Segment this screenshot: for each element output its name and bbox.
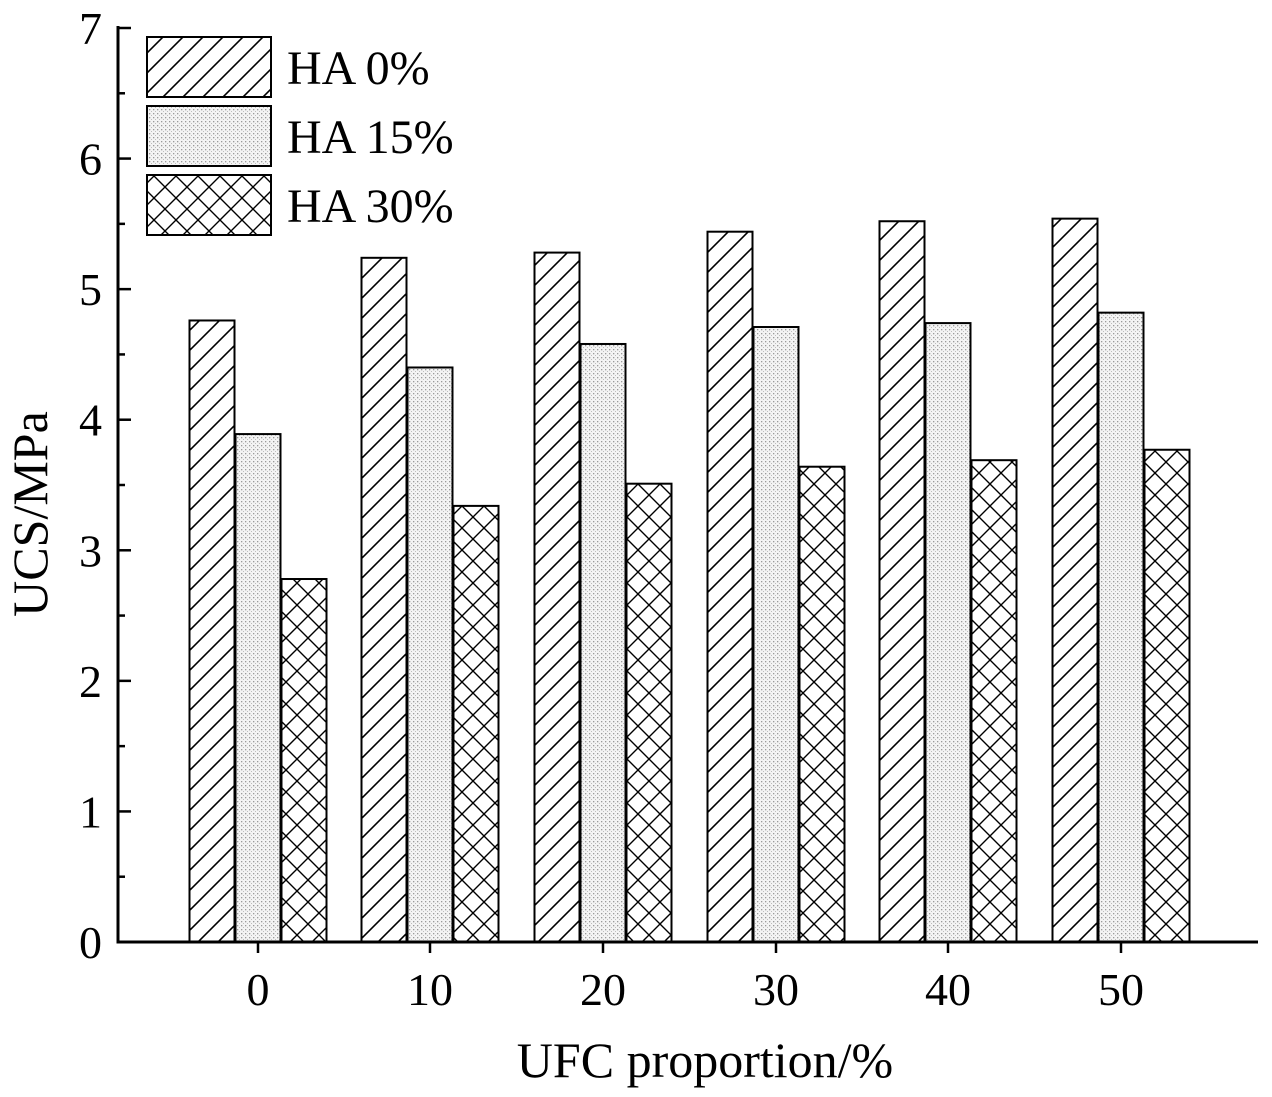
y-tick-label: 0	[79, 917, 102, 968]
y-tick-label: 2	[79, 656, 102, 707]
y-tick-label: 1	[79, 786, 102, 837]
legend-swatch-ha-15-	[146, 105, 272, 167]
legend-swatch-ha-30-	[146, 174, 272, 236]
bars-group	[188, 217, 1191, 944]
legend-label: HA 15%	[287, 111, 454, 164]
y-tick-label: 5	[79, 264, 102, 315]
x-tick-label: 50	[1098, 964, 1144, 1015]
x-tick-label: 40	[925, 964, 971, 1015]
bar-ha-15--30	[752, 326, 800, 944]
bar-ha-30--10	[452, 504, 500, 943]
bar-ha-0--50	[1051, 217, 1099, 944]
x-tick-label: 30	[753, 964, 799, 1015]
bar-ha-15--20	[579, 342, 627, 943]
bar-ha-0--0	[188, 319, 236, 944]
legend-label: HA 30%	[287, 180, 454, 233]
bar-ha-15--0	[234, 433, 282, 943]
bar-ha-0--10	[360, 256, 408, 943]
bar-ha-30--50	[1143, 448, 1191, 943]
y-axis-title: UCS/MPa	[2, 411, 58, 617]
legend: HA 0% HA 15% HA 30%	[146, 36, 454, 236]
y-tick-label: 3	[79, 525, 102, 576]
bar-ha-15--10	[406, 366, 454, 943]
x-tick-label: 20	[580, 964, 626, 1015]
axes-group: 0 1 2 3 4 5 6 7 0 10 20 30 40 50	[79, 3, 1258, 1015]
bar-ha-30--0	[280, 578, 328, 943]
x-axis-title: UFC proportion/%	[517, 1032, 893, 1088]
legend-swatch-ha-0-	[146, 36, 272, 98]
bar-ha-0--40	[878, 220, 926, 943]
bar-ha-30--40	[970, 459, 1018, 943]
bar-ha-15--40	[924, 322, 972, 943]
y-tick-label: 4	[79, 395, 102, 446]
bar-ha-30--20	[625, 482, 673, 943]
y-tick-label: 7	[79, 3, 102, 54]
bar-ha-0--30	[706, 230, 754, 944]
bar-ha-30--30	[798, 465, 846, 943]
bar-ha-0--20	[533, 251, 581, 943]
x-tick-label: 0	[247, 964, 270, 1015]
x-tick-label: 10	[407, 964, 453, 1015]
bar-ha-15--50	[1097, 311, 1145, 944]
y-tick-label: 6	[79, 134, 102, 185]
legend-label: HA 0%	[287, 42, 430, 95]
